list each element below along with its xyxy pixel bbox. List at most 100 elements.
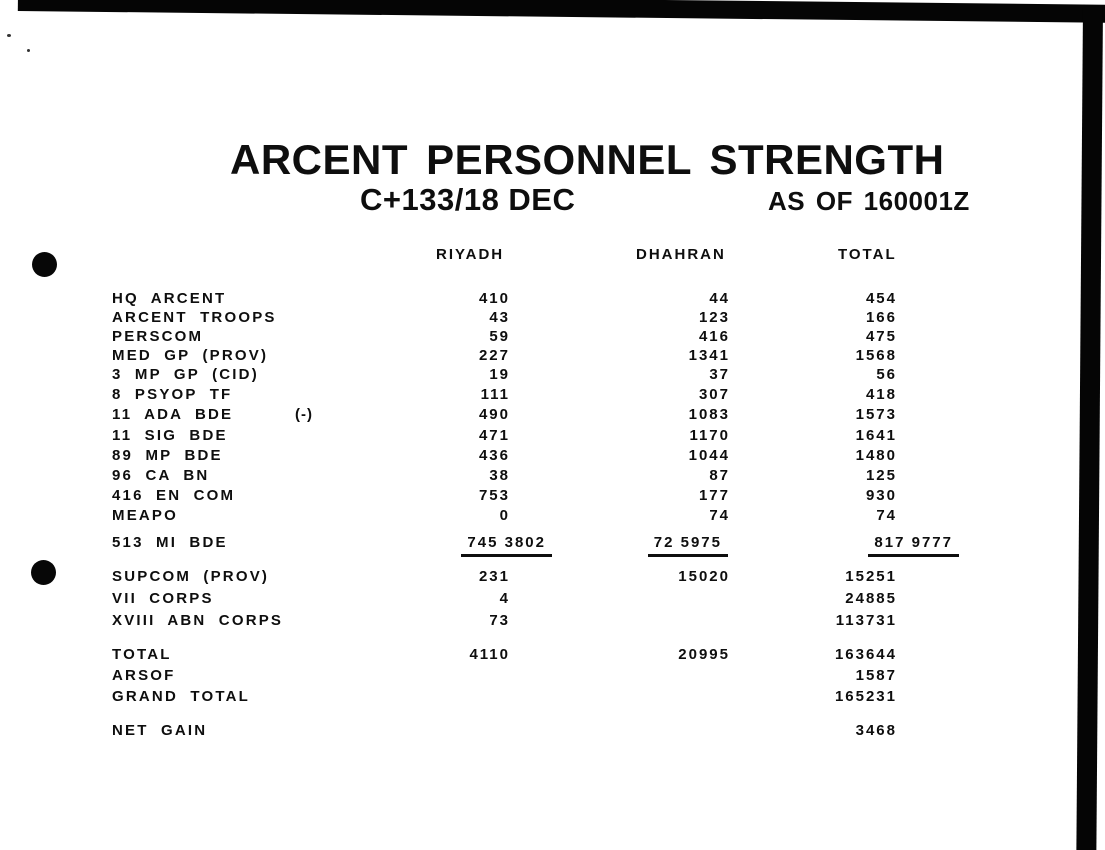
- underlined-value: 745 3802: [461, 534, 552, 557]
- table-row: ARSOF 1587: [0, 667, 1105, 686]
- row-label: MEAPO: [112, 507, 179, 524]
- table-row-total: TOTAL 4110 20995 163644: [0, 646, 1105, 665]
- cell-dhahran: 1341: [688, 347, 730, 364]
- date-line: C+133/18 DEC: [360, 182, 576, 217]
- table-row: ARCENT TROOPS 43 123 166: [0, 309, 1105, 328]
- cell-total: 3468: [855, 722, 897, 739]
- column-header-dhahran: DHAHRAN: [636, 246, 726, 263]
- table-row: XVIII ABN CORPS 73 113731: [0, 612, 1105, 631]
- cell-dhahran: 44: [709, 290, 730, 307]
- row-label: 8 PSYOP TF: [112, 386, 233, 403]
- cell-riyadh: 471: [478, 427, 510, 444]
- table-row: HQ ARCENT 410 44 454: [0, 290, 1105, 309]
- table-row-net-gain: NET GAIN 3468: [0, 722, 1105, 741]
- cell-dhahran: 15020: [678, 568, 730, 585]
- cell-total: 1641: [855, 427, 897, 444]
- as-of-line: AS OF 160001Z: [768, 186, 970, 216]
- row-label: 89 MP BDE: [112, 447, 223, 464]
- row-label: TOTAL: [112, 646, 172, 663]
- cell-dhahran: 1170: [689, 427, 730, 444]
- row-label: PERSCOM: [112, 328, 204, 345]
- cell-total: 1573: [855, 406, 897, 423]
- row-label: HQ ARCENT: [112, 290, 227, 307]
- cell-dhahran: 87: [709, 467, 730, 484]
- scan-speck: [7, 34, 11, 37]
- table-row: PERSCOM 59 416 475: [0, 328, 1105, 347]
- cell-total: 113731: [835, 612, 897, 629]
- cell-riyadh: 436: [478, 447, 510, 464]
- cell-riyadh: 753: [478, 487, 510, 504]
- cell-dhahran: 72 5975: [600, 534, 728, 557]
- cell-riyadh: 111: [480, 386, 510, 403]
- cell-riyadh: 410: [478, 290, 510, 307]
- table-row: MED GP (PROV) 227 1341 1568: [0, 347, 1105, 366]
- underlined-value: 72 5975: [647, 534, 728, 557]
- row-label: 416 EN COM: [112, 487, 236, 504]
- table-row: 11 ADA BDE (-) 490 1083 1573: [0, 406, 1105, 425]
- row-label: VII CORPS: [112, 590, 214, 607]
- cell-riyadh: 4110: [469, 646, 510, 663]
- cell-riyadh: 490: [478, 406, 510, 423]
- row-label: ARCENT TROOPS: [112, 309, 277, 326]
- cell-total: 1568: [855, 347, 897, 364]
- cell-riyadh: 0: [499, 507, 510, 524]
- cell-dhahran: 177: [698, 487, 730, 504]
- cell-total: 454: [865, 290, 897, 307]
- cell-total: 817 9777: [767, 534, 959, 557]
- row-label: 11 SIG BDE: [112, 427, 228, 444]
- cell-riyadh: 38: [489, 467, 510, 484]
- cell-dhahran: 1083: [688, 406, 730, 423]
- table-row-grand-total: GRAND TOTAL 165231: [0, 688, 1105, 707]
- cell-dhahran: 416: [698, 328, 730, 345]
- row-label: 3 MP GP (CID): [112, 366, 259, 383]
- row-label: 11 ADA BDE: [112, 406, 234, 423]
- row-label: NET GAIN: [112, 722, 208, 739]
- row-label: SUPCOM (PROV): [112, 568, 270, 585]
- cell-total: 1480: [855, 447, 897, 464]
- cell-riyadh: 231: [478, 568, 510, 585]
- scan-top-edge: [17, 0, 1105, 23]
- row-label: MED GP (PROV): [112, 347, 269, 364]
- cell-riyadh: 73: [489, 612, 510, 629]
- cell-dhahran: 1044: [688, 447, 730, 464]
- cell-total: 15251: [845, 568, 897, 585]
- row-label: 96 CA BN: [112, 467, 210, 484]
- table-row: 3 MP GP (CID) 19 37 56: [0, 366, 1105, 385]
- cell-dhahran: 307: [698, 386, 730, 403]
- table-row: MEAPO 0 74 74: [0, 507, 1105, 526]
- cell-dhahran: 74: [709, 507, 730, 524]
- cell-riyadh: 19: [489, 366, 510, 383]
- table-row: VII CORPS 4 24885: [0, 590, 1105, 609]
- row-label: GRAND TOTAL: [112, 688, 250, 705]
- cell-total: 475: [865, 328, 897, 345]
- cell-dhahran: 123: [698, 309, 730, 326]
- hole-punch-top: [32, 252, 57, 277]
- cell-total: 56: [876, 366, 897, 383]
- table-row: 89 MP BDE 436 1044 1480: [0, 447, 1105, 466]
- row-note: (-): [295, 406, 313, 423]
- page-title: ARCENT PERSONNEL STRENGTH: [230, 136, 945, 183]
- table-row: 416 EN COM 753 177 930: [0, 487, 1105, 506]
- cell-riyadh: 43: [489, 309, 510, 326]
- column-header-riyadh: RIYADH: [436, 246, 505, 263]
- cell-total: 125: [865, 467, 897, 484]
- cell-total: 1587: [855, 667, 897, 684]
- cell-total: 74: [876, 507, 897, 524]
- cell-total: 165231: [834, 688, 897, 705]
- cell-riyadh: 227: [478, 347, 510, 364]
- cell-dhahran: 37: [709, 366, 730, 383]
- column-header-total: TOTAL: [838, 246, 897, 263]
- cell-total: 166: [865, 309, 897, 326]
- scan-speck: [27, 49, 30, 52]
- row-label: XVIII ABN CORPS: [112, 612, 284, 629]
- cell-total: 163644: [834, 646, 897, 663]
- row-label: 513 MI BDE: [112, 534, 228, 551]
- table-row: 96 CA BN 38 87 125: [0, 467, 1105, 486]
- cell-dhahran: 20995: [678, 646, 730, 663]
- cell-total: 24885: [845, 590, 897, 607]
- table-row: 8 PSYOP TF 111 307 418: [0, 386, 1105, 405]
- cell-riyadh: 59: [489, 328, 510, 345]
- table-row: 11 SIG BDE 471 1170 1641: [0, 427, 1105, 446]
- underlined-value: 817 9777: [868, 534, 959, 557]
- row-label: ARSOF: [112, 667, 176, 684]
